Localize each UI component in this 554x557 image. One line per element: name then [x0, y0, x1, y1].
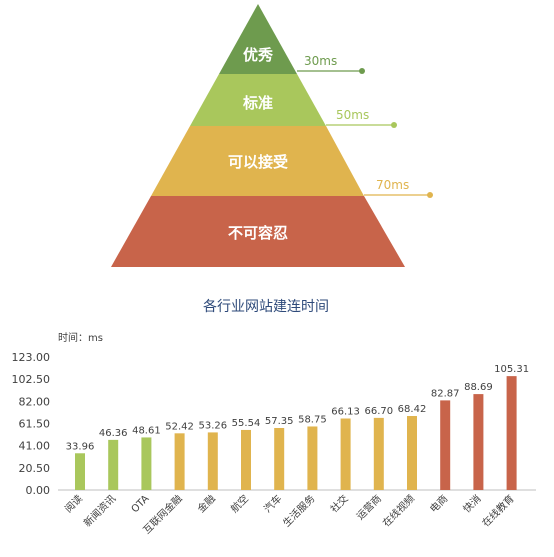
bar: [373, 417, 384, 490]
bar: [440, 400, 451, 490]
bar: [274, 427, 285, 490]
bar-value-label: 105.31: [494, 364, 529, 375]
x-category-label: 生活服务: [280, 492, 317, 529]
x-category-label: 汽车: [261, 492, 284, 515]
pyramid-tier-acceptable: [151, 126, 364, 196]
bar: [241, 429, 251, 490]
bar-value-label: 53.26: [198, 420, 227, 431]
bar: [506, 376, 517, 490]
pyramid-tier-label-excellent: 优秀: [243, 46, 274, 64]
bar-chart: 各行业网站建连时间 时间：ms 0.00 20.50 41.00 61.50 82.00…: [12, 299, 536, 536]
bar-value-label: 68.42: [398, 404, 427, 415]
bar: [307, 426, 318, 490]
chart-title: 各行业网站建连时间: [203, 299, 329, 315]
bar-value-label: 88.69: [464, 382, 493, 393]
bar: [108, 439, 119, 490]
threshold-label-30ms: 30ms: [304, 54, 337, 68]
bar: [141, 437, 152, 490]
x-category-label: 电商: [427, 492, 450, 515]
bar-value-label: 57.35: [265, 416, 294, 427]
bar-value-label: 55.54: [232, 418, 261, 429]
pyramid-tier-label-acceptable: 可以接受: [228, 153, 288, 171]
bar-value-label: 58.75: [298, 414, 327, 425]
bar: [407, 416, 417, 490]
bar-value-label: 66.70: [364, 406, 393, 417]
x-category-label: 航空: [228, 492, 251, 515]
pyramid-tier-standard: [190, 74, 326, 126]
bar-value-label: 66.13: [331, 406, 360, 417]
bar-value-label: 48.61: [132, 425, 161, 436]
y-tick-label: 41.00: [19, 440, 51, 453]
bar-value-label: 33.96: [66, 441, 95, 452]
pyramid-tier-label-intolerable: 不可容忍: [228, 224, 288, 242]
x-category-label: 快消: [460, 492, 483, 515]
threshold-dot-30ms: [359, 68, 365, 74]
x-category-label: 新闻资讯: [81, 492, 118, 529]
y-tick-label: 102.50: [12, 373, 51, 386]
x-category-label: OTA: [130, 493, 152, 515]
x-category-label: 在线视频: [380, 492, 417, 529]
bar-value-label: 46.36: [99, 428, 128, 439]
y-tick-label: 0.00: [26, 484, 51, 497]
threshold-label-70ms: 70ms: [376, 178, 409, 192]
x-category-label: 金融: [195, 492, 218, 515]
x-category-label: 阅读: [62, 492, 85, 515]
bar: [174, 433, 185, 490]
bar-value-label: 82.87: [431, 388, 460, 399]
pyramid-tier-label-standard: 标准: [242, 94, 273, 112]
threshold-dot-70ms: [427, 192, 433, 198]
x-category-label: 社交: [327, 492, 350, 515]
bar: [340, 418, 351, 490]
bar: [473, 394, 484, 490]
bar: [75, 453, 85, 490]
x-category-label: 运营商: [354, 492, 384, 522]
bar-value-label: 52.42: [165, 421, 194, 432]
y-axis-label: 时间：ms: [58, 331, 103, 344]
threshold-label-50ms: 50ms: [336, 108, 369, 122]
pyramid-tier-excellent: [219, 4, 297, 74]
y-tick-label: 123.00: [12, 351, 51, 364]
y-tick-label: 61.50: [19, 418, 51, 431]
bar: [207, 432, 218, 490]
y-tick-label: 20.50: [19, 462, 51, 475]
threshold-dot-50ms: [391, 122, 397, 128]
pyramid-tier-intolerable: [111, 196, 405, 267]
y-tick-label: 82.00: [19, 395, 51, 408]
x-category-label: 在线教育: [479, 492, 516, 529]
latency-pyramid: 优秀 标准 可以接受 不可容忍 30ms 50ms 70ms: [111, 4, 433, 267]
